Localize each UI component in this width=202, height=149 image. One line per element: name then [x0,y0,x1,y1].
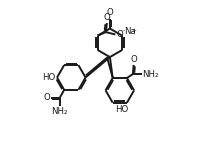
Text: O: O [130,55,137,64]
Text: O: O [103,13,110,22]
Text: O: O [116,30,123,39]
Text: HO: HO [115,105,128,114]
Text: Na: Na [124,27,136,36]
Text: O: O [43,93,50,102]
Text: ⁻: ⁻ [122,30,125,36]
Text: HO: HO [42,73,56,82]
Text: +: + [131,28,136,33]
Text: O: O [106,8,113,17]
Text: NH₂: NH₂ [143,70,159,79]
Text: NH₂: NH₂ [52,107,68,116]
